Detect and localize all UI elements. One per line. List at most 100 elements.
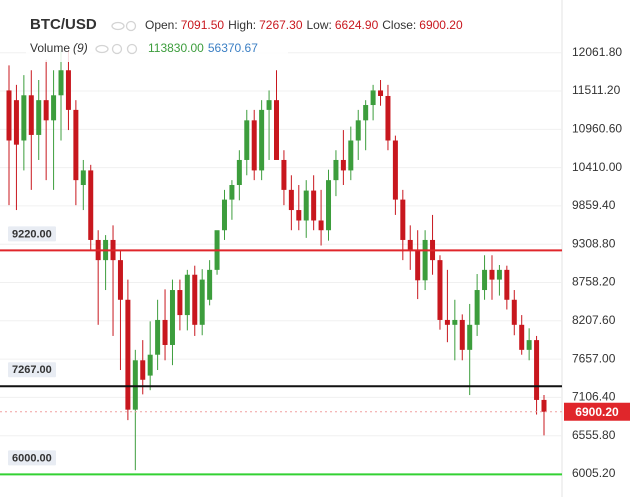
y-tick-label: 12061.80 bbox=[572, 45, 622, 59]
ohlc-value: 7267.30 bbox=[259, 18, 303, 32]
candle-body bbox=[385, 95, 391, 141]
candle-body bbox=[21, 95, 27, 141]
last-price-badge bbox=[564, 402, 630, 421]
candle-body bbox=[36, 100, 42, 135]
candle-body bbox=[333, 159, 339, 181]
candle-body bbox=[266, 100, 272, 110]
candle-body bbox=[147, 354, 153, 376]
ohlc-label: Open: bbox=[145, 18, 178, 32]
volume-label: Volume (9) bbox=[30, 41, 88, 55]
candle-body bbox=[511, 299, 517, 325]
candle-body bbox=[13, 100, 19, 145]
y-tick-label: 8758.20 bbox=[572, 275, 616, 289]
ohlc-value: 6624.90 bbox=[335, 18, 379, 32]
candle-body bbox=[392, 140, 398, 200]
close-icon[interactable] bbox=[126, 43, 138, 55]
y-tick-label: 10410.00 bbox=[572, 160, 622, 174]
candle-body bbox=[162, 319, 168, 345]
candle-body bbox=[318, 220, 324, 231]
candle-body bbox=[43, 100, 49, 121]
candle-body bbox=[281, 159, 287, 190]
price-line-label-bg bbox=[8, 450, 56, 466]
title-icons bbox=[111, 20, 137, 32]
y-tick-label: 9859.40 bbox=[572, 198, 616, 212]
candle-body bbox=[274, 100, 279, 160]
volume-values: 113830.00 56370.67 bbox=[148, 41, 258, 55]
y-tick-label: 6555.80 bbox=[572, 428, 616, 442]
candle-body bbox=[326, 180, 332, 231]
candle-body bbox=[251, 120, 257, 171]
candle-body bbox=[378, 90, 384, 96]
candle-body bbox=[355, 120, 361, 141]
candle-body bbox=[407, 239, 413, 250]
volume-name: Volume bbox=[30, 41, 70, 55]
candle-body bbox=[140, 360, 146, 380]
candle-body bbox=[244, 120, 250, 160]
price-line-label: 9220.00 bbox=[12, 228, 52, 240]
candle-body bbox=[117, 260, 123, 300]
candle-body bbox=[452, 319, 458, 325]
y-tick-label: 10960.60 bbox=[572, 121, 622, 135]
candle-body bbox=[65, 70, 71, 110]
y-tick-label: 8207.60 bbox=[572, 313, 616, 327]
y-tick-label: 6005.20 bbox=[572, 466, 616, 480]
ohlc-label: High: bbox=[228, 18, 256, 32]
eye-icon[interactable] bbox=[111, 21, 125, 31]
ohlc-value: 7091.50 bbox=[181, 18, 225, 32]
candle-body bbox=[132, 360, 138, 410]
candle-body bbox=[504, 269, 510, 300]
candle-body bbox=[229, 185, 235, 200]
eye-icon[interactable] bbox=[95, 44, 109, 54]
ohlc-row: Open: 7091.50 High: 7267.30 Low: 6624.90 Close… bbox=[145, 18, 463, 32]
ohlc-label: Low: bbox=[307, 18, 332, 32]
candle-body bbox=[348, 140, 354, 171]
candle-body bbox=[155, 319, 161, 355]
candle-body bbox=[489, 269, 495, 280]
ohlc-label: Close: bbox=[382, 18, 416, 32]
volume-icons bbox=[95, 43, 138, 55]
candle-body bbox=[28, 95, 34, 135]
candle-body bbox=[311, 190, 317, 221]
y-tick-label: 7106.40 bbox=[572, 390, 616, 404]
y-tick-label: 11511.20 bbox=[572, 83, 621, 97]
gear-icon[interactable] bbox=[125, 20, 137, 32]
price-line-label-bg bbox=[8, 362, 56, 378]
candle-body bbox=[534, 340, 540, 400]
price-line-label: 6000.00 bbox=[12, 452, 52, 464]
candle-body bbox=[467, 324, 473, 350]
candle-body bbox=[259, 109, 265, 171]
price-line-label-bg bbox=[8, 226, 56, 242]
candle-body bbox=[288, 189, 294, 211]
candle-body bbox=[370, 90, 376, 106]
candle-body bbox=[192, 274, 198, 325]
candle-body bbox=[221, 199, 227, 231]
gear-icon[interactable] bbox=[111, 43, 123, 55]
candle-body bbox=[482, 269, 488, 291]
y-tick-label: 9308.80 bbox=[572, 236, 616, 250]
y-tick-label: 7657.00 bbox=[572, 351, 616, 365]
last-price-label: 6900.20 bbox=[575, 405, 619, 419]
ohlc-value: 6900.20 bbox=[419, 18, 463, 32]
candle-body bbox=[459, 319, 465, 350]
volume-value: 113830.00 bbox=[148, 41, 204, 55]
candle-body bbox=[88, 170, 94, 240]
plot bbox=[0, 50, 562, 476]
volume-value: 56370.67 bbox=[208, 41, 258, 55]
header-bg bbox=[26, 12, 288, 62]
candle-body bbox=[6, 90, 12, 141]
header: BTC/USD Open: 7091.50 High: 7267.30 Low: 6624… bbox=[26, 12, 463, 62]
candle-body bbox=[437, 260, 443, 320]
symbol-title: BTC/USD bbox=[30, 16, 97, 33]
candle-body bbox=[125, 299, 131, 410]
candle-body bbox=[444, 319, 450, 325]
candle-body bbox=[80, 170, 86, 186]
candle-body bbox=[496, 269, 502, 280]
candle-body bbox=[169, 290, 175, 345]
candle-body bbox=[296, 210, 302, 221]
candle-body bbox=[184, 274, 190, 316]
candle-body bbox=[526, 340, 532, 350]
candle-body bbox=[236, 159, 242, 186]
candle-body bbox=[207, 269, 213, 300]
candle-body bbox=[51, 95, 57, 121]
